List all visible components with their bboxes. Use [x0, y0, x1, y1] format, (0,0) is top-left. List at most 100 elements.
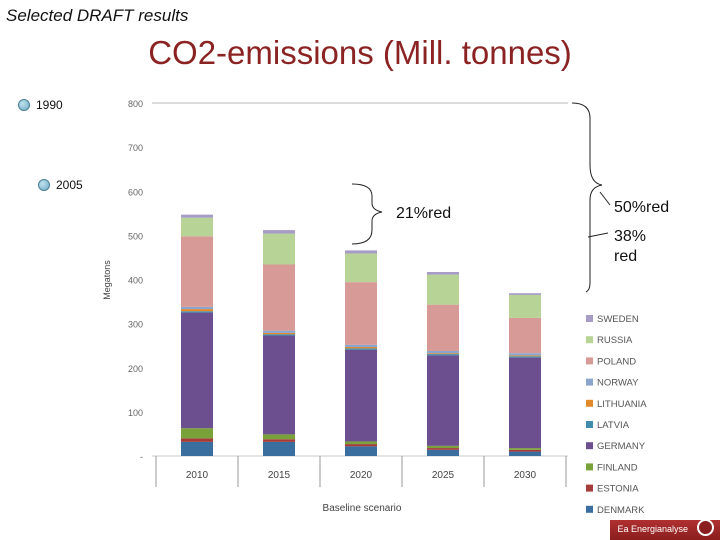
- pointer-50-red: [599, 191, 611, 206]
- bar-segment-latvia-2010: [181, 311, 213, 313]
- legend-swatch-norway: [586, 378, 593, 386]
- bar-segment-estonia-2025: [427, 448, 459, 450]
- bar-segment-germany-2015: [263, 335, 295, 435]
- annotation-50-red: 50%red: [614, 199, 670, 216]
- y-tick-label: 400: [128, 276, 143, 286]
- bar-segment-estonia-2010: [181, 438, 213, 442]
- bar-segment-norway-2025: [427, 350, 459, 354]
- brand-logo-icon: [697, 519, 714, 536]
- bar-segment-lithuania-2015: [263, 332, 295, 335]
- bar-segment-denmark-2015: [263, 441, 295, 456]
- x-tick-label: 2025: [432, 470, 455, 481]
- footer-stripe: [610, 520, 720, 540]
- bar-segment-sweden-2020: [345, 250, 377, 254]
- legend-label-denmark: DENMARK: [597, 505, 645, 516]
- bar-segment-poland-2020: [345, 282, 377, 345]
- bar-segment-sweden-2010: [181, 214, 213, 218]
- y-tick-label: 800: [128, 99, 143, 109]
- y-tick-label: 600: [128, 187, 143, 197]
- marker-2005-label: 2005: [56, 178, 83, 192]
- bar-segment-norway-2015: [263, 330, 295, 333]
- bar-segment-estonia-2020: [345, 444, 377, 447]
- bar-segment-finland-2020: [345, 441, 377, 445]
- marker-dot-icon: [18, 99, 30, 111]
- x-tick-label: 2030: [514, 470, 537, 481]
- bar-segment-poland-2015: [263, 264, 295, 331]
- legend-swatch-poland: [586, 357, 593, 365]
- legend-swatch-sweden: [586, 315, 593, 322]
- x-tick-label: 2010: [186, 470, 209, 481]
- legend-label-poland: POLAND: [597, 356, 636, 367]
- annotation-38-red-line2: red: [614, 248, 638, 265]
- bar-segment-norway-2010: [181, 306, 213, 310]
- header-label: Selected DRAFT results: [6, 6, 189, 25]
- bar-segment-germany-2010: [181, 312, 213, 429]
- marker-2005: 2005: [38, 178, 83, 192]
- bar-segment-norway-2020: [345, 344, 377, 348]
- bar-segment-finland-2025: [427, 445, 459, 449]
- bar-segment-lithuania-2025: [427, 353, 459, 355]
- legend-label-germany: GERMANY: [597, 441, 646, 452]
- chart-title: CO2-emissions (Mill. tonnes): [148, 34, 572, 71]
- bar-segment-finland-2015: [263, 434, 295, 440]
- legend-label-sweden: SWEDEN: [597, 314, 639, 325]
- bar-segment-russia-2015: [263, 233, 295, 265]
- bar-segment-denmark-2020: [345, 446, 377, 456]
- legend-label-estonia: ESTONIA: [597, 484, 639, 495]
- legend-swatch-latvia: [586, 421, 593, 428]
- legend-label-russia: RUSSIA: [597, 335, 633, 346]
- y-tick-label: 200: [128, 364, 143, 374]
- y-tick-label: 300: [128, 320, 143, 330]
- legend-swatch-germany: [586, 442, 593, 450]
- bar-segment-germany-2020: [345, 349, 377, 442]
- bar-segment-norway-2030: [509, 353, 541, 356]
- bar-segment-poland-2025: [427, 304, 459, 351]
- bar-segment-sweden-2030: [509, 293, 541, 295]
- legend-swatch-finland: [586, 463, 593, 471]
- bar-segment-lithuania-2020: [345, 347, 377, 349]
- bar-segment-russia-2025: [427, 274, 459, 305]
- bar-segment-latvia-2025: [427, 354, 459, 356]
- legend-swatch-russia: [586, 336, 593, 344]
- bar-segment-germany-2030: [509, 357, 541, 449]
- bar-segment-russia-2020: [345, 253, 377, 283]
- footer-bar: Ea Energianalyse: [0, 500, 720, 540]
- bar-segment-denmark-2010: [181, 441, 213, 456]
- y-tick-label: -: [140, 452, 143, 462]
- bar-segment-lithuania-2030: [509, 355, 541, 357]
- footer-brand: Ea Energianalyse: [617, 524, 688, 534]
- y-tick-label: 700: [128, 143, 143, 153]
- bar-segment-latvia-2020: [345, 348, 377, 350]
- bar-segment-latvia-2030: [509, 356, 541, 358]
- legend-label-latvia: LATVIA: [597, 420, 630, 431]
- bar-segment-denmark-2030: [509, 451, 541, 456]
- bar-segment-russia-2010: [181, 217, 213, 237]
- marker-1990-label: 1990: [36, 98, 63, 112]
- bar-segment-germany-2025: [427, 355, 459, 446]
- bar-segment-estonia-2030: [509, 449, 541, 452]
- marker-dot-icon: [38, 179, 50, 191]
- y-tick-label: 500: [128, 231, 143, 241]
- annotation-38-red-line1: 38%: [614, 228, 647, 245]
- bar-segment-denmark-2025: [427, 449, 459, 456]
- legend-label-norway: NORWAY: [597, 378, 639, 389]
- y-tick-label: 100: [128, 408, 143, 418]
- bar-segment-finland-2030: [509, 448, 541, 450]
- bar-segment-sweden-2025: [427, 271, 459, 275]
- bar-segment-poland-2010: [181, 236, 213, 307]
- y-axis-label: Megatons: [102, 260, 112, 300]
- legend-swatch-lithuania: [586, 399, 593, 407]
- bar-segment-russia-2030: [509, 294, 541, 318]
- bar-segment-finland-2010: [181, 428, 213, 439]
- legend-swatch-estonia: [586, 484, 593, 492]
- bracket-21-red: [351, 183, 383, 245]
- bar-segment-poland-2030: [509, 317, 541, 354]
- x-axis-label: Baseline scenario: [323, 503, 402, 514]
- pointer-38-red: [587, 232, 609, 238]
- bar-segment-lithuania-2010: [181, 309, 213, 312]
- legend-swatch-denmark: [586, 505, 593, 513]
- bracket-50-red: [571, 102, 603, 293]
- bar-segment-sweden-2015: [263, 230, 295, 234]
- x-tick-label: 2020: [350, 470, 373, 481]
